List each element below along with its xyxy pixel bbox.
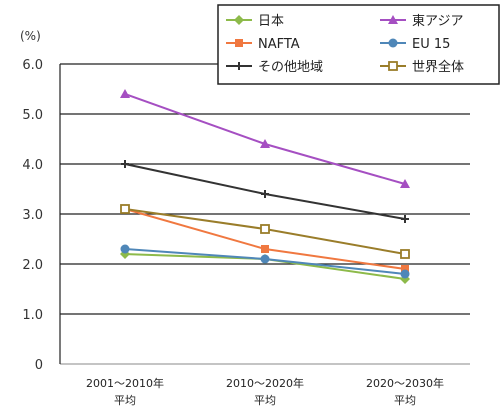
data-point <box>260 139 270 148</box>
legend-item: 東アジア <box>380 13 463 29</box>
data-point <box>120 204 130 214</box>
legend-item: NAFTA <box>226 37 300 52</box>
data-point <box>388 15 398 24</box>
series-cross <box>121 160 409 223</box>
legend-item: その他地域 <box>226 60 323 75</box>
x-category-label: 平均 <box>114 394 136 407</box>
legend-label: 世界全体 <box>412 59 464 75</box>
data-point <box>388 38 398 48</box>
y-axis-tick-labels: 0 1.0 2.0 3.0 4.0 5.0 6.0 <box>22 58 43 373</box>
y-tick-label: 5.0 <box>22 108 43 123</box>
legend-item: EU 15 <box>380 37 450 52</box>
legend: 日本 東アジア NAFTA EU 15 その他地域 世界全体 <box>217 4 500 85</box>
data-point <box>260 254 270 264</box>
x-category-label: 2010〜2020年 <box>226 376 304 390</box>
y-tick-label: 6.0 <box>22 58 43 73</box>
y-axis-unit-label: (%) <box>20 29 41 43</box>
x-category-label: 2020〜2030年 <box>366 376 444 390</box>
legend-item: 世界全体 <box>380 59 464 75</box>
data-point <box>401 265 409 273</box>
data-point <box>400 179 410 188</box>
legend-label: 日本 <box>258 14 284 29</box>
series-circle <box>120 244 410 279</box>
data-point <box>120 89 130 98</box>
y-tick-label: 2.0 <box>22 258 43 273</box>
data-point <box>235 62 243 70</box>
y-tick-label: 1.0 <box>22 308 43 323</box>
data-point <box>388 61 398 71</box>
data-point <box>121 160 129 168</box>
data-point <box>400 249 410 259</box>
data-point <box>234 15 244 25</box>
data-point <box>401 215 409 223</box>
legend-label: NAFTA <box>258 37 300 52</box>
legend-box <box>217 4 500 85</box>
data-series <box>120 89 410 284</box>
legend-label: その他地域 <box>258 60 323 75</box>
grid-lines <box>59 63 470 365</box>
data-point <box>400 269 410 279</box>
x-category-label: 2001〜2010年 <box>86 376 164 390</box>
series-triangle <box>120 89 410 188</box>
series-diamond <box>120 249 410 284</box>
x-category-label: 平均 <box>394 394 416 407</box>
data-point <box>120 244 130 254</box>
x-category-label: 平均 <box>254 394 276 407</box>
legend-item: 日本 <box>226 14 284 29</box>
data-point <box>235 39 243 47</box>
y-tick-label: 4.0 <box>22 158 43 173</box>
legend-label: EU 15 <box>412 37 450 52</box>
legend-label: 東アジア <box>412 13 463 29</box>
y-tick-label: 0 <box>35 358 43 373</box>
series-open-square <box>120 204 410 259</box>
y-tick-label: 3.0 <box>22 208 43 223</box>
data-point <box>261 190 269 198</box>
data-point <box>261 245 269 253</box>
data-point <box>260 224 270 234</box>
